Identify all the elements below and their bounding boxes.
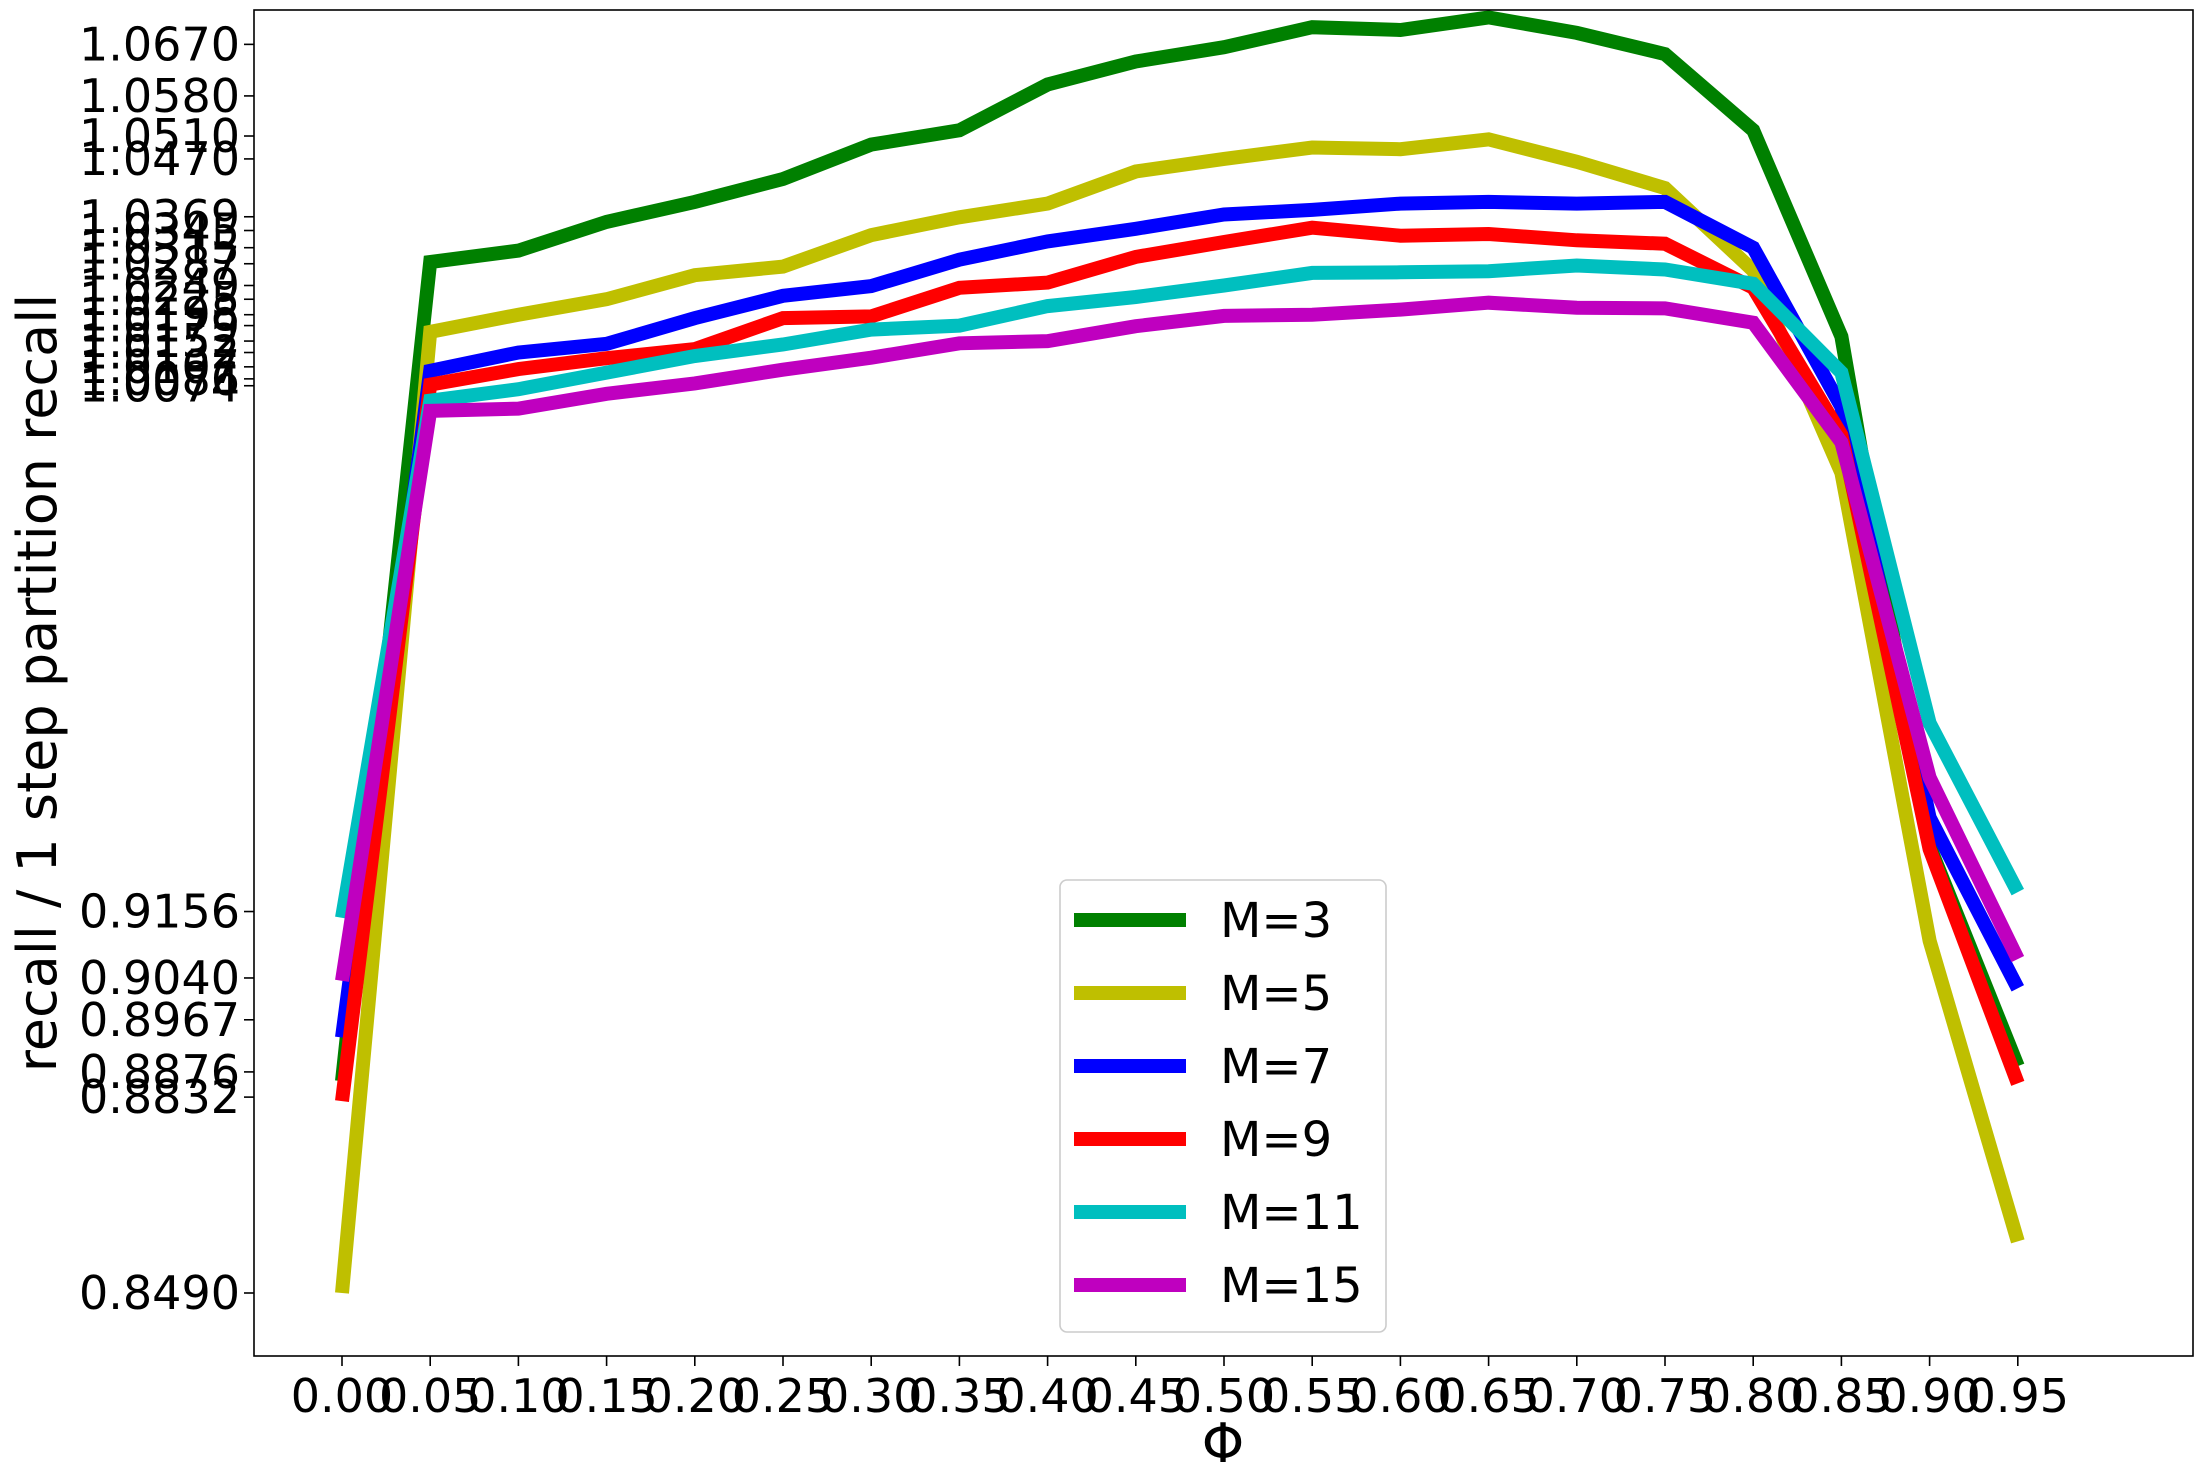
y-tick-label: 0.8832 <box>79 1070 240 1124</box>
y-axis-label: recall / 1 step partition recall <box>6 294 69 1072</box>
y-tick-label: 1.0086 <box>79 352 240 406</box>
x-tick-label: 0.50 <box>1173 1369 1275 1423</box>
x-tick-label: 0.15 <box>555 1369 657 1423</box>
y-tick-label: 1.0510 <box>79 109 240 163</box>
y-tick-label: 0.8967 <box>79 993 240 1047</box>
x-tick-label: 0.20 <box>644 1369 746 1423</box>
x-tick-label: 0.90 <box>1878 1369 1980 1423</box>
legend-label-m-9: M=9 <box>1220 1112 1332 1168</box>
x-tick-label: 0.70 <box>1526 1369 1628 1423</box>
legend: M=3 M=5 M=7 M=9 M=11 M=15 <box>1059 879 1387 1333</box>
y-tick-label: 1.0225 <box>79 272 240 326</box>
x-tick-label: 0.75 <box>1614 1369 1716 1423</box>
series-line-m-11 <box>335 258 2025 919</box>
series-line-m-3 <box>335 10 2025 1082</box>
legend-label-m-11: M=11 <box>1220 1185 1363 1241</box>
y-tick-label: 0.8490 <box>79 1266 240 1320</box>
y-tick-label: 1.0470 <box>79 132 240 186</box>
x-tick-label: 0.40 <box>996 1369 1098 1423</box>
legend-label-m-7: M=7 <box>1220 1039 1332 1095</box>
y-tick-label: 1.0074 <box>79 359 240 413</box>
series-line-m-15 <box>335 295 2025 982</box>
y-tick-label: 1.0287 <box>79 237 240 291</box>
y-tick-label: 1.0315 <box>79 221 240 275</box>
legend-label-m-5: M=5 <box>1220 966 1332 1022</box>
x-tick-label: 0.10 <box>467 1369 569 1423</box>
legend-label-m-3: M=3 <box>1220 893 1332 949</box>
y-tick-label: 0.9156 <box>79 885 240 939</box>
y-tick-label: 1.0345 <box>79 204 240 258</box>
x-tick-label: 0.00 <box>291 1369 393 1423</box>
x-tick-label: 0.25 <box>732 1369 834 1423</box>
x-tick-label: 0.80 <box>1702 1369 1804 1423</box>
x-tick-label: 0.65 <box>1437 1369 1539 1423</box>
y-tick-label: 0.9040 <box>79 951 240 1005</box>
y-tick-label: 1.0198 <box>79 288 240 342</box>
x-tick-label: 0.85 <box>1790 1369 1892 1423</box>
y-tick-label: 1.0369 <box>79 190 240 244</box>
y-tick-label: 1.0670 <box>79 17 240 71</box>
x-tick-label: 0.30 <box>820 1369 922 1423</box>
series-layer <box>335 10 2025 1294</box>
x-tick-label: 0.05 <box>379 1369 481 1423</box>
y-tick-label: 1.0152 <box>79 314 240 368</box>
legend-label-m-15: M=15 <box>1220 1258 1363 1314</box>
x-axis: 0.000.050.100.150.200.250.300.350.400.45… <box>291 1356 2069 1423</box>
y-tick-label: 1.0179 <box>79 299 240 353</box>
y-tick-label: 0.8876 <box>79 1045 240 1099</box>
y-tick-label: 1.0249 <box>79 259 240 313</box>
y-tick-label: 1.0107 <box>79 340 240 394</box>
x-axis-label: Φ <box>1202 1412 1245 1475</box>
series-line-m-7 <box>335 194 2025 1039</box>
x-tick-label: 0.95 <box>1967 1369 2069 1423</box>
series-line-m-5 <box>335 132 2025 1294</box>
x-tick-label: 0.45 <box>1085 1369 1187 1423</box>
x-tick-label: 0.55 <box>1261 1369 1363 1423</box>
y-tick-label: 1.0580 <box>79 69 240 123</box>
x-tick-label: 0.35 <box>908 1369 1010 1423</box>
x-tick-label: 0.60 <box>1349 1369 1451 1423</box>
y-tick-label: 1.0132 <box>79 326 240 380</box>
